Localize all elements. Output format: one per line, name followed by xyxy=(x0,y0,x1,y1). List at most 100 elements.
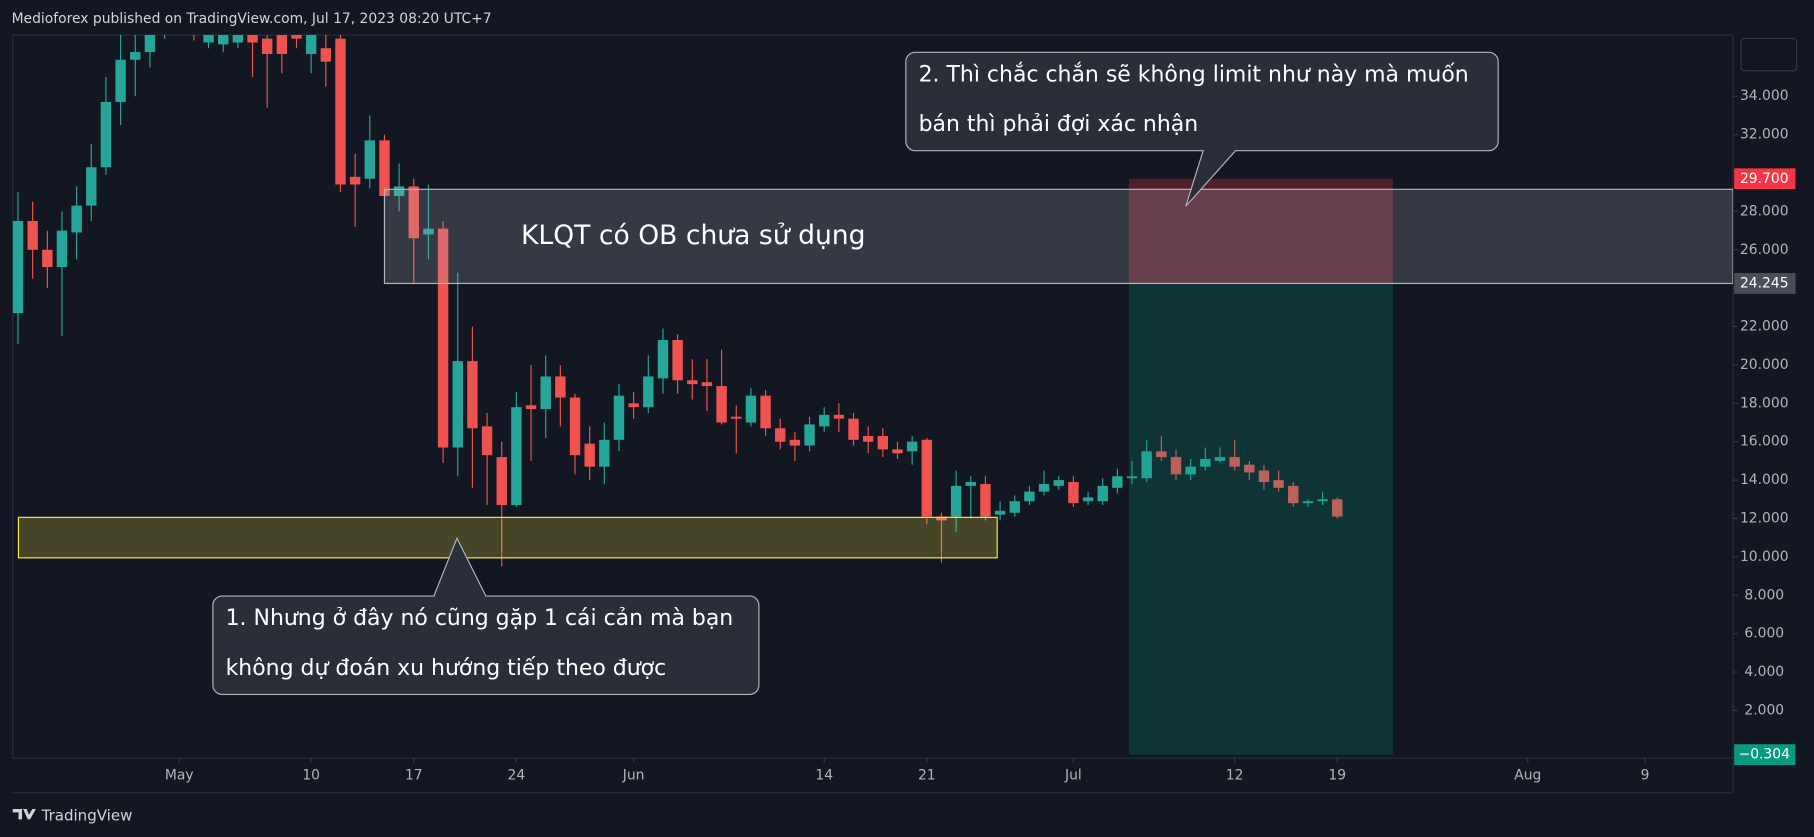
y-tick-label: 26.000 xyxy=(1740,242,1789,258)
candle-body xyxy=(423,228,434,235)
candle-body xyxy=(628,403,639,408)
x-tick-label: Aug xyxy=(1514,767,1541,783)
candle-body xyxy=(760,395,771,429)
x-tick-label: 9 xyxy=(1641,767,1650,783)
x-tick-label: Jul xyxy=(1064,767,1082,783)
candle-body xyxy=(950,485,962,517)
y-tick-label: 6.000 xyxy=(1744,626,1784,642)
candle-body xyxy=(1053,480,1064,486)
candle-body xyxy=(965,482,976,486)
candle-body xyxy=(291,34,302,39)
x-tick-label: 24 xyxy=(508,767,526,783)
candle-body xyxy=(833,414,845,419)
price-label: 29.700 xyxy=(1740,171,1789,187)
candle-body xyxy=(1126,476,1138,479)
candle-body xyxy=(247,34,258,43)
logo: TradingView xyxy=(12,806,132,824)
candle-body xyxy=(86,167,97,206)
candle-body xyxy=(613,395,625,440)
candle-body xyxy=(1258,470,1270,483)
candle-body xyxy=(452,361,463,448)
candle-body xyxy=(525,405,537,410)
candle-body xyxy=(130,52,141,60)
candle-body xyxy=(877,435,889,450)
candle-body xyxy=(804,424,815,446)
x-tick-label: 12 xyxy=(1226,767,1244,783)
candle-body xyxy=(1332,499,1343,517)
x-tick-label: 21 xyxy=(918,767,936,783)
candle-body xyxy=(643,376,654,408)
candle-body xyxy=(687,380,698,385)
candle-body xyxy=(100,101,112,168)
plot: KLQT có OB chưa sử dụng xyxy=(12,34,1734,755)
candle-body xyxy=(789,439,801,446)
candle-body xyxy=(936,516,947,521)
overlay: 1. Nhưng ở đây nó cũng gặp 1 cái cản mà … xyxy=(212,51,1499,695)
candle-body xyxy=(1038,483,1050,492)
x-tick-label: 19 xyxy=(1328,767,1346,783)
candle-body xyxy=(1302,501,1314,504)
candle-body xyxy=(555,376,566,398)
candle-body xyxy=(1156,451,1167,458)
candle-body xyxy=(1170,457,1182,475)
candle-body xyxy=(218,34,229,45)
candle-body xyxy=(364,140,376,179)
zone xyxy=(17,516,998,559)
y-tick-label: 34.000 xyxy=(1740,88,1789,104)
candle-body xyxy=(1068,482,1079,504)
callout-text: 1. Nhưng ở đây nó cũng gặp 1 cái cản mà … xyxy=(226,606,734,631)
price-label-bg xyxy=(1734,744,1796,766)
candle-body xyxy=(349,176,361,185)
candle-body xyxy=(892,449,903,454)
candle-body xyxy=(276,34,288,54)
y-tick-label: 18.000 xyxy=(1740,395,1789,411)
candle-body xyxy=(540,376,551,410)
candle-body xyxy=(980,483,991,517)
candle-body xyxy=(1244,464,1255,473)
x-tick-label: Jun xyxy=(622,767,645,783)
zone-label: KLQT có OB chưa sử dụng xyxy=(521,220,866,251)
y-tick-label: 4.000 xyxy=(1744,664,1784,680)
candle-body xyxy=(657,339,669,379)
axis-button[interactable] xyxy=(1740,37,1798,72)
candle-body xyxy=(1112,476,1123,488)
x-tick-label: 17 xyxy=(405,767,423,783)
candle-body xyxy=(1288,485,1299,504)
candle-body xyxy=(906,441,918,452)
candle-body xyxy=(437,228,449,448)
candle-body xyxy=(1317,499,1328,502)
callout-text: 2. Thì chắc chắn sẽ không limit như này … xyxy=(919,62,1469,87)
candle-body xyxy=(921,439,933,517)
zone xyxy=(383,188,1734,285)
y-tick-label: 32.000 xyxy=(1740,127,1789,143)
callout-pointer xyxy=(1185,150,1236,207)
y-tick-label: 16.000 xyxy=(1740,434,1789,450)
candle-body xyxy=(1024,491,1035,502)
candle-body xyxy=(305,34,317,54)
candle-body xyxy=(42,249,53,268)
position-target-zone xyxy=(1129,283,1393,755)
candle-body xyxy=(261,38,273,54)
price-label: 24.245 xyxy=(1740,275,1789,291)
callout-text: bán thì phải đợi xác nhận xyxy=(919,112,1199,137)
candle-body xyxy=(819,414,830,427)
candle-body xyxy=(1214,457,1226,461)
callout-pointer xyxy=(433,536,487,597)
candle-body xyxy=(745,395,757,423)
candle-body xyxy=(320,48,332,62)
candle-body xyxy=(1009,501,1020,513)
candle-body xyxy=(599,439,610,467)
candle-body xyxy=(994,510,1006,515)
price-label-bg xyxy=(1734,273,1796,294)
candle-body xyxy=(27,220,38,250)
candle-body xyxy=(1082,497,1094,502)
y-tick-label: 28.000 xyxy=(1740,203,1789,219)
candle-body xyxy=(481,426,493,456)
candle-body xyxy=(467,361,478,429)
price-label: −0.304 xyxy=(1739,747,1791,763)
candle-body xyxy=(379,140,390,197)
candle-body xyxy=(144,34,156,53)
candle-body xyxy=(408,186,419,239)
